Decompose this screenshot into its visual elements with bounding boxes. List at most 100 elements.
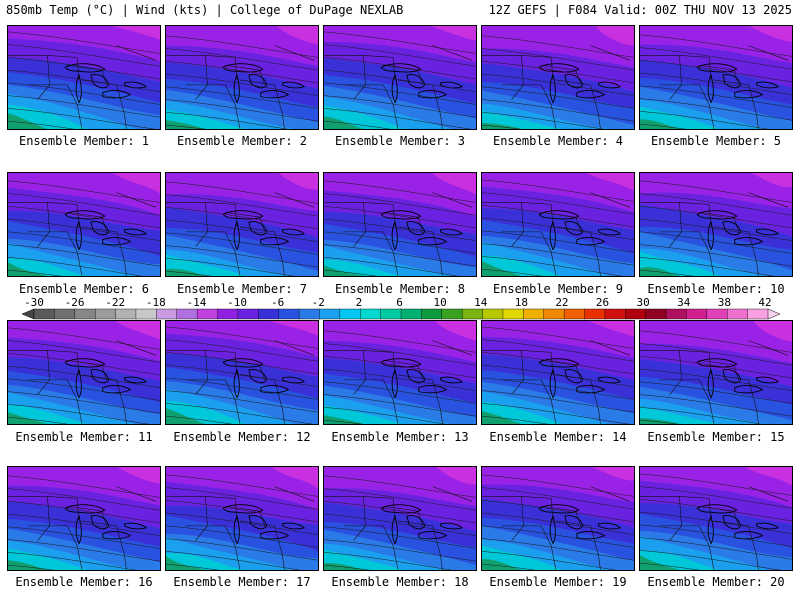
state-border <box>185 525 241 570</box>
isotherm-contour <box>324 95 476 118</box>
ensemble-member-panel <box>165 172 319 277</box>
isotherm-contour <box>8 231 160 254</box>
ensemble-member-label: Ensemble Member: 12 <box>173 430 311 444</box>
temperature-map <box>640 26 792 129</box>
colorbar-swatch <box>94 308 117 320</box>
ensemble-member-panel <box>165 320 319 425</box>
temperature-band-band-14 <box>166 408 206 424</box>
isotherm-contour <box>640 98 792 121</box>
great-lake-outline <box>722 369 742 384</box>
temperature-band-band-minus-10 <box>482 484 634 528</box>
temperature-map <box>324 26 476 129</box>
isotherm-contour <box>324 57 476 80</box>
isotherm-contour <box>166 219 318 242</box>
state-border <box>81 79 127 129</box>
state-border <box>713 79 759 129</box>
state-border <box>640 496 682 541</box>
colorbar-swatch <box>135 308 157 320</box>
temperature-band-band-minus-2 <box>324 224 476 268</box>
isotherm-contour <box>640 550 781 570</box>
isotherm-contour <box>482 415 549 424</box>
colorbar-swatch <box>645 308 667 320</box>
ensemble-member-label: Ensemble Member: 3 <box>334 134 466 148</box>
isotherm-contour <box>166 538 318 561</box>
colorbar-swatch <box>176 308 198 320</box>
state-border <box>239 520 285 570</box>
state-border <box>590 340 631 356</box>
isotherm-contour <box>640 486 792 509</box>
state-border <box>27 231 83 276</box>
great-lake-outline <box>102 90 132 99</box>
temperature-band-band-14 <box>8 560 48 570</box>
great-lake-outline <box>222 358 264 368</box>
ensemble-member-panel <box>7 466 161 571</box>
temperature-map <box>324 321 476 424</box>
run-info: 12Z GEFS | F084 Valid: 00Z THU NOV 13 20… <box>488 3 792 17</box>
state-border <box>555 374 601 424</box>
great-lake-outline <box>696 504 738 514</box>
isotherm-contour <box>166 181 318 204</box>
isotherm-contour <box>640 244 792 267</box>
colorbar-swatch <box>625 308 647 320</box>
great-lake-outline <box>576 237 606 246</box>
great-lake-outline <box>380 504 422 514</box>
great-lake-outline <box>233 368 240 399</box>
temperature-map <box>8 26 160 129</box>
ensemble-member-panel <box>7 25 161 130</box>
isotherm-contour <box>8 404 149 424</box>
temperature-band-band-minus-2 <box>482 81 634 126</box>
great-lake-outline <box>549 514 556 545</box>
temperature-band-band-10 <box>640 406 719 424</box>
cold-core <box>117 467 160 484</box>
colorbar-swatch <box>482 308 504 320</box>
temperature-band-band-minus-10 <box>8 187 160 231</box>
colorbar-tick-label: 30 <box>636 296 650 309</box>
isotherm-contour <box>324 526 476 549</box>
ensemble-member-panel <box>165 466 319 571</box>
temperature-band-band-minus-6 <box>640 59 792 105</box>
ensemble-member-label: Ensemble Member: 2 <box>176 134 308 148</box>
isotherm-contour <box>324 539 476 562</box>
isotherm-contour <box>324 330 476 353</box>
cold-core <box>588 321 634 337</box>
great-lake-outline <box>440 522 464 530</box>
great-lake-outline <box>248 74 268 89</box>
isotherm-contour <box>482 551 617 570</box>
state-border <box>397 520 443 570</box>
great-lake-outline <box>75 220 82 251</box>
cold-core <box>276 26 318 45</box>
isotherm-contour <box>482 352 634 375</box>
ensemble-member-panel <box>323 25 477 130</box>
great-lake-outline <box>222 504 264 514</box>
state-border <box>185 379 241 424</box>
great-lake-outline <box>124 376 148 384</box>
temperature-map <box>166 467 318 570</box>
isotherm-contour <box>8 353 160 376</box>
cold-core <box>595 26 634 46</box>
temperature-band-band-minus-10 <box>482 48 634 92</box>
great-lake-outline <box>102 237 132 246</box>
isotherm-contour <box>640 85 792 108</box>
isotherm-contour <box>8 120 75 129</box>
great-lake-outline <box>124 81 148 89</box>
great-lake-outline <box>696 63 738 73</box>
isotherm-contour <box>482 112 604 129</box>
colorbar-tick-label: -30 <box>24 296 44 309</box>
great-lake-outline <box>233 220 240 251</box>
isotherm-contour <box>324 564 371 570</box>
great-lake-outline <box>391 220 398 251</box>
great-lake-outline <box>406 221 426 236</box>
colorbar-swatch <box>686 308 708 320</box>
state-border <box>555 520 601 570</box>
colorbar-swatch <box>665 308 687 320</box>
temperature-band-band-14 <box>640 555 680 570</box>
state-border <box>166 55 208 100</box>
great-lake-outline <box>380 210 422 220</box>
ensemble-member-label: Ensemble Member: 8 <box>334 282 466 296</box>
state-border <box>363 55 396 80</box>
temperature-band-band-minus-14 <box>166 321 318 358</box>
temperature-band-band-minus-2 <box>640 376 792 421</box>
great-lake-outline <box>391 514 398 545</box>
isotherm-contour <box>324 193 476 216</box>
great-lake-outline <box>64 504 106 514</box>
